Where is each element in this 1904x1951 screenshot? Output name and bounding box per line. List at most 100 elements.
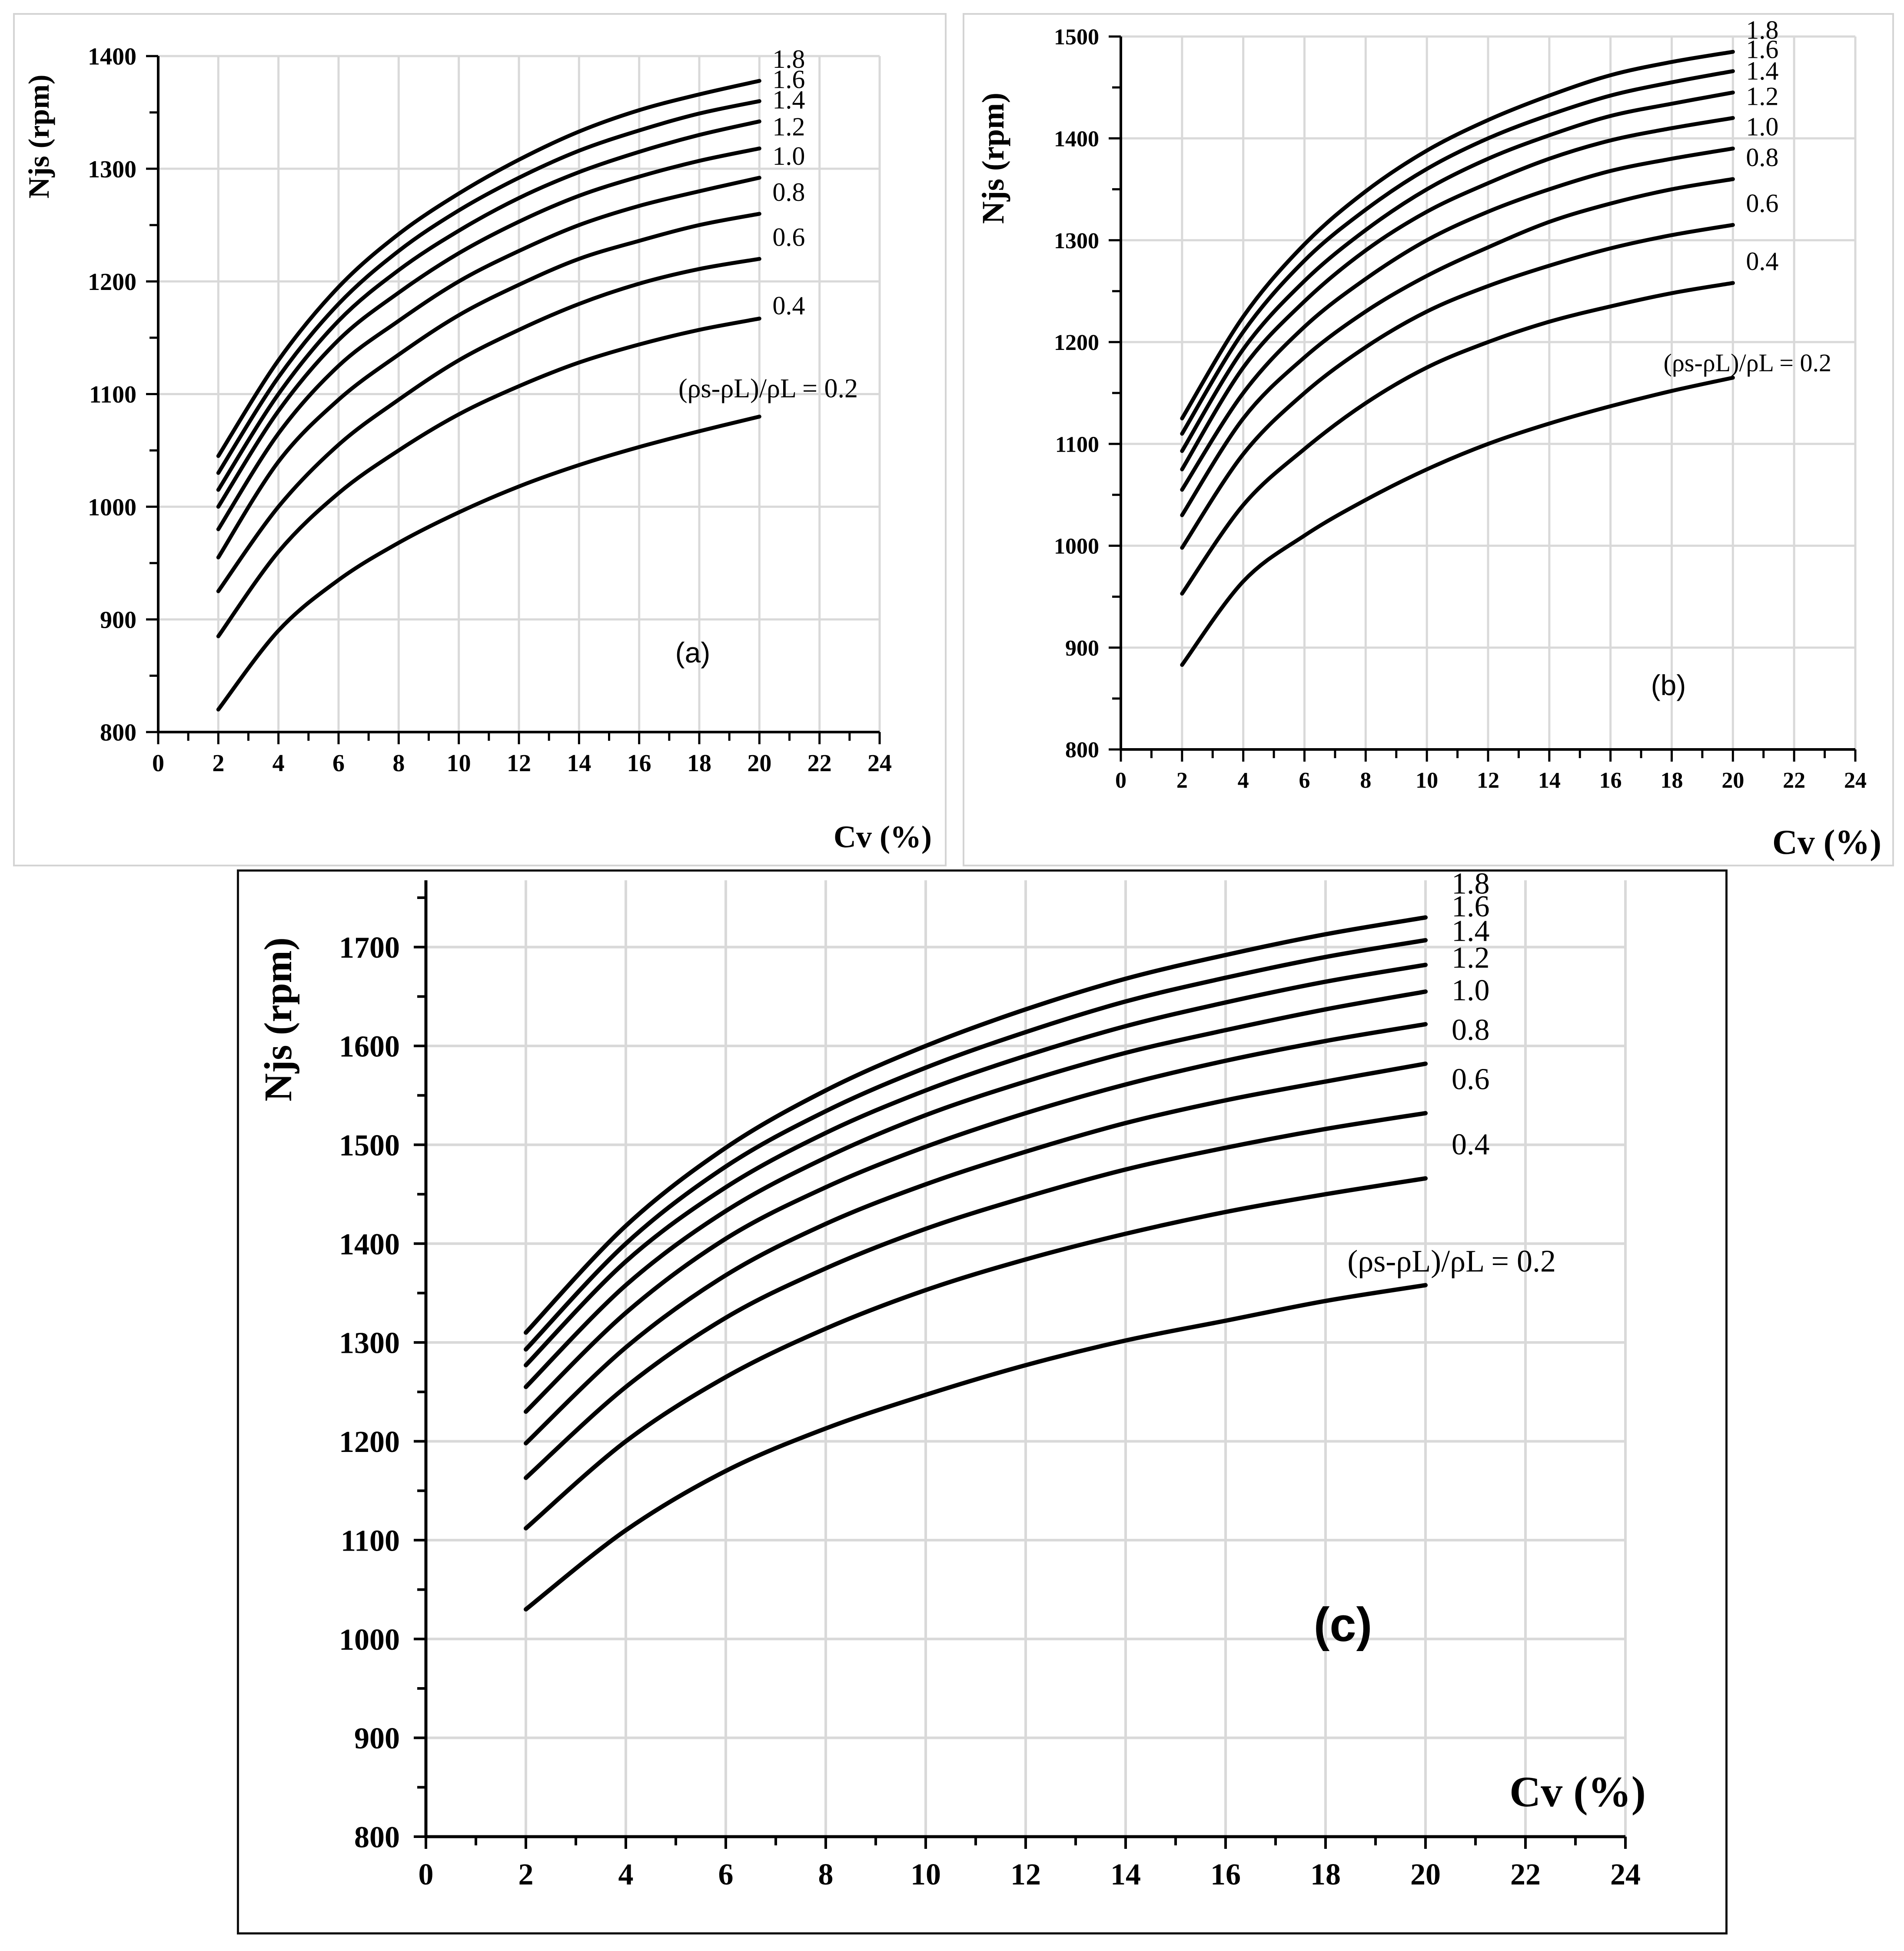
x-tick-label: 0 — [1115, 768, 1126, 793]
series-line-0-2 — [524, 1283, 1428, 1612]
x-tick-label: 24 — [1844, 768, 1867, 793]
x-tick-label: 8 — [818, 1858, 834, 1891]
x-tick-label: 10 — [1416, 768, 1438, 793]
y-tick-label: 900 — [354, 1722, 400, 1755]
x-tick-label: 14 — [1110, 1858, 1141, 1891]
series-label: 1.6 — [1746, 35, 1778, 64]
x-tick-label: 8 — [392, 750, 405, 777]
y-tick-label: 1100 — [89, 381, 136, 408]
x-tick-label: 12 — [507, 750, 531, 777]
series-line-0-8 — [216, 212, 761, 559]
x-tick-label: 14 — [567, 750, 591, 777]
series-label: 0.6 — [1452, 1063, 1490, 1096]
x-tick-label: 8 — [1360, 768, 1371, 793]
series-line-1-2 — [1180, 116, 1735, 472]
series-line-1-2 — [524, 989, 1428, 1389]
x-tick-label: 16 — [1210, 1858, 1241, 1891]
x-tick-label: 22 — [1783, 768, 1805, 793]
series-label: 1.8 — [1746, 16, 1778, 44]
series-line-0-2 — [216, 414, 761, 712]
series-line-1-6 — [524, 938, 1428, 1352]
series-label: 0.4 — [1746, 247, 1778, 276]
x-tick-label: 6 — [332, 750, 345, 777]
series-label: 1.4 — [772, 85, 805, 114]
y-tick-label: 800 — [100, 719, 136, 746]
series-line-1-8 — [216, 79, 761, 458]
x-axis-label: Cv (%) — [1772, 823, 1881, 862]
x-tick-label: 2 — [1176, 768, 1188, 793]
y-tick-label: 800 — [354, 1821, 400, 1854]
x-tick-label: 18 — [687, 750, 711, 777]
x-tick-label: 0 — [152, 750, 164, 777]
series-line-0-8 — [524, 1061, 1428, 1446]
series-label: 0.8 — [772, 178, 805, 206]
y-tick-label: 1000 — [1054, 534, 1099, 559]
x-tick-label: 12 — [1477, 768, 1499, 793]
x-tick-label: 10 — [910, 1858, 941, 1891]
series-label: 0.6 — [772, 223, 805, 252]
x-tick-label: 16 — [627, 750, 651, 777]
series-line-1-2 — [216, 146, 761, 509]
series-line-1-4 — [216, 119, 761, 492]
x-tick-label: 20 — [1410, 1858, 1441, 1891]
panel-label: (c) — [1314, 1598, 1372, 1651]
x-tick-label: 20 — [747, 750, 771, 777]
series-line-0-4 — [216, 316, 761, 639]
series-line-1-0 — [524, 1022, 1428, 1414]
x-tick-label: 24 — [1610, 1858, 1641, 1891]
series-line-0-6 — [1180, 223, 1735, 550]
series-label: 1.8 — [772, 45, 805, 73]
series-label: 1.2 — [1452, 941, 1490, 975]
series-label: 1.6 — [1452, 890, 1490, 923]
series-legend-label: (ρs-ρL)/ρL = 0.2 — [1347, 1244, 1556, 1278]
y-axis-label: Njs (rpm) — [976, 93, 1010, 224]
panel-label: (a) — [675, 636, 711, 669]
series-legend-label: (ρs-ρL)/ρL = 0.2 — [678, 374, 858, 403]
series-line-1-8 — [524, 915, 1428, 1335]
x-tick-label: 18 — [1310, 1858, 1341, 1891]
x-tick-label: 6 — [718, 1858, 734, 1891]
y-tick-label: 1200 — [339, 1425, 400, 1459]
panel-c: 0 2 4 6 8 10 12 14 16 18 20 22 24 800 900 1000 1100 1200 1… — [237, 867, 1728, 1934]
y-tick-label: 900 — [100, 606, 136, 633]
series-label: 0.6 — [1746, 189, 1778, 217]
y-tick-label: 1100 — [341, 1524, 400, 1558]
x-tick-label: 4 — [1238, 768, 1249, 793]
x-tick-label: 6 — [1299, 768, 1310, 793]
grid-c — [426, 880, 1627, 1837]
x-tick-label: 20 — [1721, 768, 1744, 793]
series-label: 1.2 — [1746, 82, 1778, 110]
x-tick-label: 22 — [1510, 1858, 1541, 1891]
y-tick-label: 1300 — [1054, 229, 1099, 253]
series-legend-label: (ρs-ρL)/ρL = 0.2 — [1664, 349, 1831, 377]
x-tick-label: 4 — [272, 750, 285, 777]
y-tick-label: 1500 — [1054, 25, 1099, 50]
series-line-1-6 — [1180, 69, 1735, 436]
x-tick-label: 0 — [419, 1858, 434, 1891]
x-axis-label: Cv (%) — [1509, 1768, 1646, 1816]
x-tick-label: 14 — [1538, 768, 1561, 793]
series-label: 0.4 — [772, 291, 805, 320]
series-label: 0.8 — [1746, 143, 1778, 172]
panel-label: (b) — [1651, 669, 1686, 701]
series-line-1-6 — [216, 99, 761, 475]
y-tick-label: 1400 — [339, 1228, 400, 1261]
series-line-1-4 — [524, 962, 1428, 1368]
x-tick-label: 18 — [1661, 768, 1683, 793]
y-tick-label: 900 — [1065, 636, 1099, 661]
panel-b: 0 2 4 6 8 10 12 14 16 18 20 22 24 800 900 1000 1100 1200 1… — [963, 13, 1894, 866]
x-tick-label: 16 — [1599, 768, 1622, 793]
y-tick-label: 1300 — [88, 156, 136, 183]
series-label: 1.2 — [772, 113, 805, 141]
y-tick-label: 1000 — [88, 494, 136, 521]
x-tick-label: 24 — [867, 750, 892, 777]
series-line-1-8 — [1180, 50, 1735, 421]
y-tick-label: 1000 — [339, 1623, 400, 1657]
y-tick-label: 1700 — [339, 931, 400, 965]
y-tick-label: 1300 — [339, 1327, 400, 1360]
y-tick-label: 1500 — [339, 1129, 400, 1162]
y-tick-label: 1200 — [1054, 330, 1099, 355]
y-tick-label: 1600 — [339, 1030, 400, 1064]
series-label: 1.4 — [1452, 915, 1490, 948]
grid-b — [1121, 35, 1857, 749]
